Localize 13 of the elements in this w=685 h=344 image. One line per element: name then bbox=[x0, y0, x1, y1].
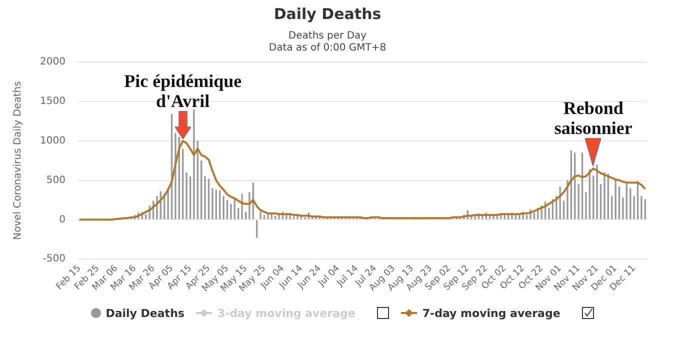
annotation: Rebond saisonnier bbox=[553, 98, 634, 138]
chart-title: Daily Deaths bbox=[274, 4, 382, 23]
y-tick-label: 1000 bbox=[40, 135, 66, 146]
y-tick-label: 500 bbox=[46, 174, 66, 186]
y-axis-title: Novel Coronavirus Daily Deaths bbox=[12, 81, 24, 240]
y-tick-label: -500 bbox=[42, 254, 66, 265]
chart-subtitle: Deaths per Day Data as of 0:00 GMT+8 bbox=[268, 30, 386, 54]
legend-label: Daily Deaths bbox=[106, 306, 184, 320]
y-tick-label: 0 bbox=[59, 214, 66, 226]
y-tick-label: 1500 bbox=[40, 96, 66, 108]
legend-label: 7-day moving average bbox=[422, 306, 560, 320]
annotation: Pic épidémique d'Avril bbox=[123, 70, 243, 111]
y-tick-label: 2000 bbox=[40, 56, 66, 68]
